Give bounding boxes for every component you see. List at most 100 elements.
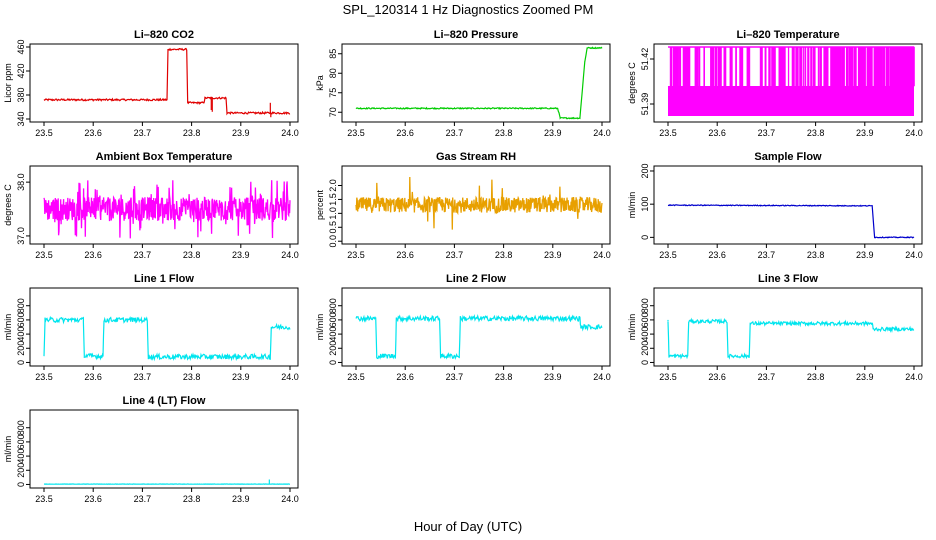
plot-frame xyxy=(29,287,299,367)
x-tick-label: 23.9 xyxy=(856,250,874,260)
y-tick-label: 400 xyxy=(16,327,26,342)
x-tick-label: 24.0 xyxy=(593,372,611,382)
x-tick-label: 23.7 xyxy=(758,250,776,260)
series-line xyxy=(355,313,603,360)
y-tick-label: 800 xyxy=(328,298,338,313)
x-tick-label: 24.0 xyxy=(905,128,923,138)
x-tick-label: 23.7 xyxy=(446,128,464,138)
y-tick-label: 340 xyxy=(16,111,26,126)
chart-panel-9: Line 3 Flow 23.5 23.6 23.7 23.8 23.9 24.0 0 2004… xyxy=(627,273,923,382)
y-tick-label: 1.5 xyxy=(328,193,338,206)
y-tick-label: 1.0 xyxy=(328,207,338,220)
y-axis-label: degrees C xyxy=(627,62,637,104)
chart-series xyxy=(43,180,291,239)
x-tick-label: 23.6 xyxy=(708,372,726,382)
y-axis: 70 75 80 85 xyxy=(328,49,342,117)
series-line xyxy=(667,317,915,360)
series-line xyxy=(43,180,291,239)
plot-frame xyxy=(341,287,611,367)
y-axis-label: degrees C xyxy=(3,184,13,226)
chart-panel-3: Li–820 Temperature 23.5 23.6 23.7 23.8 23.9 24… xyxy=(627,29,923,138)
y-tick-label: 800 xyxy=(16,298,26,313)
y-axis-label: Licor ppm xyxy=(3,63,13,103)
x-tick-label: 23.8 xyxy=(495,128,513,138)
x-tick-label: 23.7 xyxy=(134,250,152,260)
chart-panel-5: Gas Stream RH 23.5 23.6 23.7 23.8 23.9 24.0 0.0… xyxy=(315,151,611,260)
plot-frame xyxy=(29,43,299,123)
chart-series xyxy=(43,479,290,485)
plot-frame xyxy=(341,165,611,245)
x-tick-label: 23.7 xyxy=(446,250,464,260)
x-tick-label: 23.9 xyxy=(232,250,250,260)
y-axis-label: ml/min xyxy=(627,314,637,341)
x-tick-label: 23.6 xyxy=(396,128,414,138)
x-tick-label: 23.6 xyxy=(396,372,414,382)
x-tick-label: 23.8 xyxy=(495,372,513,382)
x-tick-label: 23.5 xyxy=(35,128,53,138)
series-line xyxy=(43,47,291,116)
x-tick-label: 24.0 xyxy=(593,128,611,138)
y-tick-label: 400 xyxy=(16,449,26,464)
x-axis: 23.5 23.6 23.7 23.8 23.9 24.0 xyxy=(35,488,299,504)
x-axis: 23.5 23.6 23.7 23.8 23.9 24.0 xyxy=(347,366,611,382)
chart-panel-8: Line 2 Flow 23.5 23.6 23.7 23.8 23.9 24.0 0 2004… xyxy=(315,273,611,382)
y-tick-label: 200 xyxy=(640,341,650,356)
x-tick-label: 23.6 xyxy=(84,494,102,504)
y-tick-label: 200 xyxy=(16,463,26,478)
chart-title: Gas Stream RH xyxy=(436,151,516,163)
y-tick-label: 200 xyxy=(640,163,650,178)
x-tick-label: 23.5 xyxy=(347,250,365,260)
x-tick-label: 23.6 xyxy=(84,372,102,382)
x-axis: 23.5 23.6 23.7 23.8 23.9 24.0 xyxy=(35,244,299,260)
x-axis: 23.5 23.6 23.7 23.8 23.9 24.0 xyxy=(35,366,299,382)
chart-panel-6: Sample Flow 23.5 23.6 23.7 23.8 23.9 24.0 0 100 2… xyxy=(627,151,923,260)
chart-series xyxy=(43,315,291,362)
chart-panel-1: Li–820 CO2 23.5 23.6 23.7 23.8 23.9 24.0 340 380… xyxy=(3,29,299,138)
y-tick-label: 200 xyxy=(328,341,338,356)
x-tick-label: 24.0 xyxy=(281,494,299,504)
chart-series xyxy=(355,313,603,360)
y-axis: 340 380 420 460 xyxy=(16,39,30,127)
x-tick-label: 23.9 xyxy=(232,372,250,382)
x-tick-label: 23.8 xyxy=(183,494,201,504)
x-tick-label: 24.0 xyxy=(281,250,299,260)
x-tick-label: 24.0 xyxy=(281,128,299,138)
chart-title: Li–820 Temperature xyxy=(736,29,839,41)
chart-title: Line 3 Flow xyxy=(758,273,818,285)
y-tick-label: 2.0 xyxy=(328,179,338,192)
x-tick-label: 23.6 xyxy=(708,250,726,260)
x-tick-label: 23.5 xyxy=(347,128,365,138)
x-tick-label: 23.9 xyxy=(856,128,874,138)
y-tick-label: 380 xyxy=(16,87,26,102)
chart-title: Li–820 Pressure xyxy=(434,29,518,41)
y-tick-label: 38.0 xyxy=(16,173,26,191)
series-spikes xyxy=(669,46,915,87)
x-tick-label: 23.8 xyxy=(183,250,201,260)
y-axis: 37.0 38.0 xyxy=(16,173,30,245)
chart-title: Line 2 Flow xyxy=(446,273,506,285)
y-tick-label: 460 xyxy=(16,39,26,54)
x-tick-label: 24.0 xyxy=(281,372,299,382)
chart-title: Sample Flow xyxy=(754,151,822,163)
y-tick-label: 800 xyxy=(640,298,650,313)
chart-panel-7: Line 1 Flow 23.5 23.6 23.7 23.8 23.9 24.0 0 2004… xyxy=(3,273,299,382)
plot-frame xyxy=(29,165,299,245)
y-axis-label: ml/min xyxy=(3,436,13,463)
panels: Li–820 CO2 23.5 23.6 23.7 23.8 23.9 24.0 340 380… xyxy=(3,29,923,504)
series-band xyxy=(668,86,914,116)
y-axis: 0 100 200 xyxy=(640,163,654,240)
x-tick-label: 23.9 xyxy=(856,372,874,382)
x-axis: 23.5 23.6 23.7 23.8 23.9 24.0 xyxy=(347,122,611,138)
x-tick-label: 23.6 xyxy=(708,128,726,138)
plot-frame xyxy=(29,409,299,489)
y-axis: 0.00.51.01.52.0 xyxy=(328,179,342,247)
y-tick-label: 420 xyxy=(16,63,26,78)
x-tick-label: 23.7 xyxy=(758,128,776,138)
y-tick-label: 0 xyxy=(328,360,338,365)
x-axis: 23.5 23.6 23.7 23.8 23.9 24.0 xyxy=(659,366,923,382)
series-line xyxy=(355,176,603,230)
y-tick-label: 51.42 xyxy=(640,48,650,71)
